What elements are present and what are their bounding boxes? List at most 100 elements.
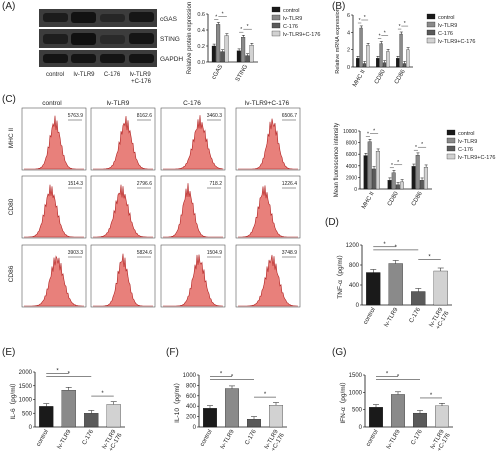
flow-mfi-value: 1514.3 — [68, 181, 84, 187]
x-tick-label-line: lv-TLR9 — [384, 306, 400, 328]
bar — [269, 405, 283, 428]
legend-label: lv-TLR9+C-176 — [438, 39, 475, 45]
flow-row-label: MHC II — [8, 128, 15, 148]
significance-star: * — [391, 163, 393, 169]
y-tick-label: 4000 — [346, 164, 357, 170]
x-tick-label: lv-TLR9+C-176 — [102, 428, 124, 453]
flow-histogram-peak — [24, 184, 84, 238]
bar — [391, 172, 396, 190]
bar — [366, 272, 381, 306]
y-tick-label: 2000 — [19, 370, 33, 376]
bar — [220, 51, 225, 63]
flow-mfi-value: 5763.9 — [68, 113, 84, 119]
bar — [362, 63, 367, 68]
flow-histogram-cell: 8162.6 — [90, 107, 156, 171]
y-tick-label: 500 — [352, 408, 363, 414]
panel-label-b: (B) — [332, 1, 345, 12]
bar — [247, 419, 261, 428]
bar — [382, 62, 387, 68]
x-tick-label: control — [363, 307, 377, 326]
bar — [241, 37, 246, 63]
flow-histogram-peak — [163, 183, 223, 238]
x-tick-label: CD80 — [387, 190, 400, 207]
legend-swatch — [426, 13, 436, 20]
panel-label-a: (A) — [2, 1, 15, 12]
panel-label-e: (E) — [2, 347, 15, 358]
legend-swatch — [446, 129, 456, 136]
bar — [216, 24, 221, 63]
flow-histogram-peak — [238, 118, 298, 170]
y-axis-label: IL-10（pg/ml） — [173, 379, 181, 423]
x-tick-label: cGAS — [211, 64, 224, 81]
flow-column-header: lv-TLR9+C-176 — [245, 100, 290, 107]
blot-row-label: STING — [160, 36, 180, 43]
y-axis-label: Relative mRNA expression — [335, 8, 341, 73]
legend-swatch — [446, 145, 456, 152]
x-tick-label: control — [36, 429, 50, 448]
y-tick-label: 0 — [347, 65, 350, 71]
bar — [386, 51, 390, 68]
bar — [402, 63, 407, 68]
y-tick-label: 8000 — [346, 141, 357, 147]
y-tick-label: 0.2 — [197, 44, 205, 50]
flow-histogram-peak — [93, 115, 153, 170]
legend-swatch — [271, 6, 281, 13]
flow-row-label: CD86 — [8, 265, 15, 282]
bar — [415, 155, 420, 190]
significance-star: * — [395, 245, 398, 251]
x-tick-label-line: lv-TLR9 — [386, 428, 402, 450]
x-tick-label-line: C-176 — [244, 428, 258, 446]
blot-lane-label: lv-TLR9 +C-176 — [130, 72, 153, 85]
y-tick-label: 4 — [347, 30, 350, 36]
bar — [245, 55, 250, 63]
x-tick-label: C-176 — [410, 428, 424, 446]
legend-label: C-176 — [438, 31, 453, 37]
bar — [435, 405, 449, 428]
flow-mfi-value: 2796.6 — [137, 181, 153, 187]
flow-histogram-cell: 3903.3 — [21, 244, 87, 308]
blot-strip-gapdh — [39, 50, 157, 67]
significance-star: * — [101, 391, 104, 397]
panel-label-d: (D) — [325, 217, 339, 228]
flow-histogram-cell: 718.2 — [160, 175, 226, 239]
legend-swatch — [426, 21, 436, 28]
y-tick-label: 2000 — [346, 175, 357, 181]
x-tick-label: lv-TLR9+C-176 — [429, 306, 451, 331]
x-tick-label: C-176 — [82, 428, 96, 446]
bar — [423, 167, 428, 190]
significance-star: * — [264, 392, 267, 398]
y-tick-label: 0.0 — [197, 60, 205, 66]
y-tick-label: 200 — [186, 415, 197, 421]
significance-star: * — [397, 160, 399, 166]
bar — [391, 394, 405, 428]
x-tick-label: CD80 — [374, 68, 387, 85]
significance-star: * — [379, 34, 381, 40]
x-tick-label-line: lv-TLR9 — [57, 428, 73, 450]
bar — [411, 166, 416, 190]
x-tick-label: lv-TLR9 — [386, 428, 402, 450]
significance-star: * — [367, 132, 369, 138]
y-tick-label: 800 — [349, 263, 360, 269]
bar — [375, 151, 380, 190]
legend-label: control — [283, 8, 300, 14]
x-tick-label-line: lv-TLR9 — [220, 428, 236, 450]
legend-swatch — [446, 153, 456, 160]
y-tick-label: 0 — [359, 425, 363, 431]
y-tick-label: 0 — [354, 187, 357, 193]
significance-star: * — [428, 255, 431, 261]
flow-histogram-peak — [93, 253, 153, 307]
x-tick-label: MHC II — [361, 191, 376, 210]
significance-star: * — [247, 24, 249, 30]
significance-star: * — [421, 142, 423, 148]
bar — [61, 389, 76, 428]
y-tick-label: 2 — [347, 48, 350, 54]
flow-mfi-value: 5824.6 — [137, 250, 153, 256]
flow-column-header: lv-TLR9 — [107, 100, 130, 107]
flow-mfi-value: 1226.4 — [282, 181, 298, 187]
y-tick-label: 1200 — [346, 243, 360, 249]
y-axis-label: TNF-α（pg/ml） — [336, 251, 344, 298]
bar — [387, 180, 392, 190]
